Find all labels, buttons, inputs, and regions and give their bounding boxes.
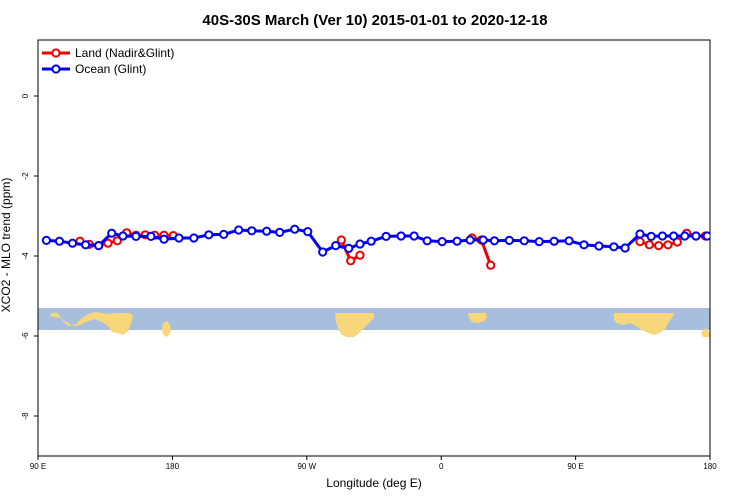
data-point [519, 236, 529, 246]
data-point [112, 236, 122, 246]
data-point [67, 238, 78, 248]
data-point [107, 228, 117, 238]
data-point [204, 230, 214, 240]
data-point [620, 243, 630, 253]
y-tick-label: 0 [21, 93, 30, 98]
series-ocean [41, 224, 710, 257]
data-point [366, 236, 376, 246]
x-tick-label: 90 W [297, 462, 316, 471]
data-point [275, 227, 285, 237]
y-axis-label: XCO2 - MLO trend (ppm) [0, 178, 13, 313]
data-point [409, 231, 419, 241]
data-point [318, 247, 328, 257]
data-point [94, 241, 104, 251]
legend-marker [51, 64, 61, 74]
data-point [146, 231, 156, 241]
data-point [486, 260, 496, 270]
data-point [174, 233, 184, 243]
data-point [336, 235, 346, 245]
land-australia-east [614, 313, 674, 335]
data-point [657, 231, 668, 241]
data-point [219, 229, 229, 239]
data-point [635, 237, 645, 247]
y-tick-label: -8 [21, 412, 30, 420]
data-point [644, 240, 654, 250]
land-tasmania-east [701, 328, 710, 337]
data-point [549, 236, 559, 246]
data-point [579, 240, 589, 250]
land-tasmania [162, 321, 171, 337]
data-point [635, 229, 645, 239]
data-point [118, 231, 128, 241]
data-point [81, 240, 91, 250]
map-strip [38, 308, 710, 337]
data-point [290, 224, 300, 234]
data-point [396, 231, 406, 241]
x-tick-label: 90 E [567, 462, 583, 471]
legend-marker [51, 48, 61, 58]
x-tick-label: 180 [703, 462, 717, 471]
data-point [669, 231, 679, 241]
data-point [355, 250, 365, 260]
data-point [680, 231, 690, 241]
y-axis: 0 -2 -4 -6 -8 [21, 93, 38, 420]
x-tick-label: 0 [439, 462, 444, 471]
data-point [452, 236, 462, 246]
ocean-band [38, 308, 710, 330]
data-point [465, 235, 475, 245]
y-tick-label: -6 [21, 332, 30, 340]
data-point [534, 237, 544, 247]
data-point [54, 236, 65, 246]
data-point [594, 241, 604, 251]
series-layer [41, 224, 710, 270]
data-point [41, 235, 52, 245]
plot-frame [37, 39, 711, 457]
data-point [346, 256, 356, 266]
data-point [234, 225, 244, 235]
data-point [437, 237, 447, 247]
legend-label: Ocean (Glint) [75, 62, 146, 76]
x-tick-label: 90 E [30, 462, 46, 471]
data-point [189, 233, 199, 243]
data-point [646, 231, 656, 241]
data-point [663, 240, 673, 250]
data-point [489, 236, 499, 246]
data-point [691, 231, 701, 241]
data-point [564, 236, 574, 246]
data-point [247, 226, 257, 236]
data-point [131, 231, 141, 241]
data-point [609, 242, 619, 252]
data-point [303, 227, 313, 237]
data-point [344, 243, 354, 253]
data-point [702, 231, 710, 241]
y-tick-label: -4 [21, 252, 30, 260]
y-tick-label: -2 [21, 172, 30, 180]
chart-title: 40S-30S March (Ver 10) 2015-01-01 to 202… [202, 12, 547, 29]
land-south-america [335, 313, 374, 337]
data-point [159, 234, 169, 244]
data-point [355, 239, 365, 249]
land-africa [468, 313, 487, 323]
data-point [422, 236, 432, 246]
data-point [262, 226, 272, 236]
data-point [478, 235, 488, 245]
data-point [331, 241, 341, 251]
land-australia [50, 312, 133, 335]
data-point [103, 238, 113, 248]
data-point [381, 231, 391, 241]
legend: Land (Nadir&Glint) Ocean (Glint) [42, 46, 174, 76]
legend-label: Land (Nadir&Glint) [75, 46, 174, 60]
x-tick-label: 180 [166, 462, 180, 471]
x-axis-label: Longitude (deg E) [326, 476, 421, 490]
data-point [654, 241, 664, 251]
data-point [504, 235, 514, 245]
x-axis: 90 E 180 90 W 0 90 E 180 [30, 456, 717, 471]
